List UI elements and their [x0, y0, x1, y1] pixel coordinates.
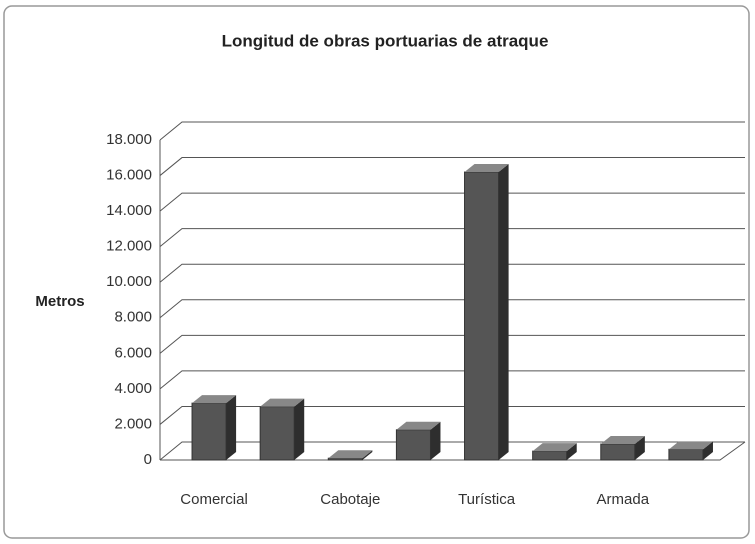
grid-line — [159, 334, 745, 354]
chart-border — [3, 5, 750, 539]
bar-top — [396, 421, 441, 430]
grid-line — [159, 441, 745, 461]
bar — [600, 436, 645, 461]
grid-line — [159, 157, 745, 176]
x-tick-label: Turística — [458, 491, 516, 508]
y-tick-label: 10.000 — [106, 273, 152, 290]
bar-top — [328, 450, 373, 459]
bar — [191, 395, 237, 461]
x-tick-label: Armada — [597, 491, 650, 508]
bar — [259, 398, 305, 461]
bar — [464, 164, 509, 461]
x-tick-label: Comercial — [180, 491, 248, 508]
bar-side — [430, 421, 441, 460]
grid-line — [159, 405, 745, 425]
bar-front — [395, 429, 431, 461]
y-tick-label: 6.000 — [114, 344, 152, 361]
grid-line — [159, 263, 745, 283]
bar-front — [532, 450, 568, 461]
y-tick-label: 4.000 — [114, 380, 152, 397]
bar-side — [702, 441, 713, 460]
bar — [327, 450, 373, 461]
grid-line — [159, 370, 745, 390]
bar-front — [327, 457, 363, 461]
y-tick-label: 14.000 — [106, 202, 152, 219]
bar-front — [600, 443, 636, 461]
bar-front — [668, 448, 704, 461]
y-axis-label: Metros — [35, 293, 84, 310]
bar-top — [192, 395, 237, 404]
bar-side — [498, 164, 509, 460]
bar-side — [294, 398, 305, 460]
y-tick-label: 18.000 — [106, 131, 152, 148]
chart-title: Longitud de obras portuarias de atraque — [222, 31, 549, 50]
bar-front — [464, 171, 500, 461]
grid-line — [159, 228, 745, 248]
grid-line — [159, 299, 745, 319]
bar — [532, 443, 577, 461]
bar-top — [532, 443, 577, 452]
bar-top — [668, 441, 713, 450]
bar-side — [362, 450, 373, 460]
y-tick-label: 16.000 — [106, 167, 152, 184]
bar-top — [464, 164, 509, 172]
y-tick-label: 8.000 — [114, 309, 152, 326]
bar-top — [260, 398, 305, 407]
bar-front — [259, 406, 295, 461]
x-tick-label: Cabotaje — [320, 491, 380, 508]
bar — [395, 421, 441, 461]
grid-line — [159, 121, 745, 141]
y-tick-label: 12.000 — [106, 238, 152, 255]
y-tick-label: 0 — [144, 451, 152, 468]
bar-top — [600, 436, 645, 444]
grid-line — [159, 192, 745, 212]
bar-front — [191, 402, 227, 461]
bar-side — [566, 443, 577, 460]
bar-side — [226, 395, 237, 460]
bar — [668, 441, 713, 461]
y-tick-label: 2.000 — [114, 415, 152, 432]
